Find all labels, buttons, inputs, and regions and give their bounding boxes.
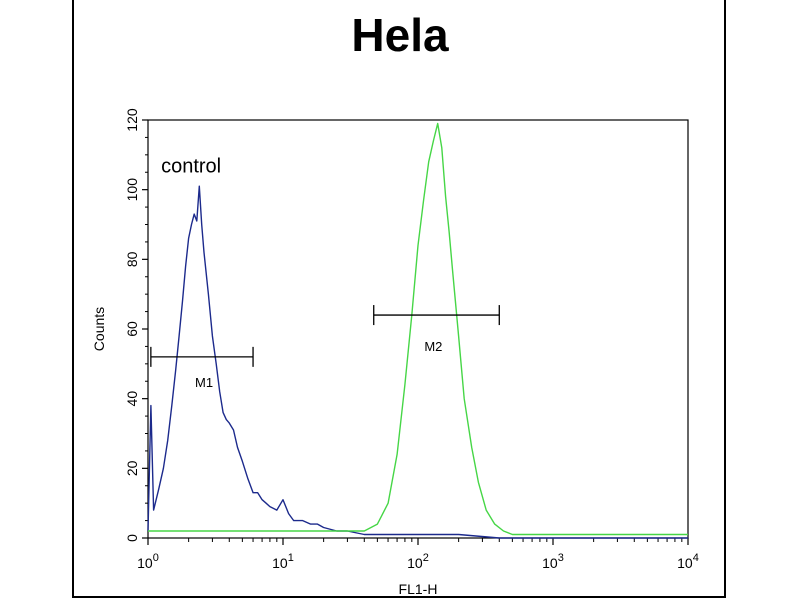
- x-tick-label: 102: [407, 552, 429, 571]
- y-tick-label: 0: [124, 534, 140, 542]
- x-tick-exponent: 1: [288, 552, 294, 564]
- series-line-1: [147, 185, 688, 539]
- y-tick-label: 60: [124, 321, 140, 337]
- m2-marker-label: M2: [424, 339, 442, 354]
- y-tick-label: 80: [124, 251, 140, 267]
- x-tick-label: 101: [272, 552, 294, 571]
- y-axis-label: Counts: [91, 307, 107, 351]
- x-tick-base: 10: [137, 555, 153, 571]
- series-layer: [147, 122, 688, 539]
- x-tick-exponent: 4: [693, 552, 699, 564]
- x-tick-exponent: 2: [423, 552, 429, 564]
- x-tick-exponent: 3: [558, 552, 564, 564]
- y-tick-label: 20: [124, 460, 140, 476]
- m1-marker-label: M1: [195, 375, 213, 390]
- series-line-2: [148, 122, 688, 536]
- x-tick-base: 10: [542, 555, 558, 571]
- x-axis-label: FL1-H: [399, 581, 438, 597]
- x-tick-label: 100: [137, 552, 159, 571]
- axis-ticks: [142, 119, 689, 545]
- marker-layer: M1 M2: [150, 305, 500, 390]
- y-tick-label: 100: [124, 178, 140, 202]
- figure-panel: [72, 0, 726, 598]
- x-tick-base: 10: [407, 555, 423, 571]
- x-tick-base: 10: [272, 555, 288, 571]
- x-tick-label: 103: [542, 552, 564, 571]
- chart-title: Hela: [351, 9, 449, 61]
- control-annotation: control: [161, 155, 221, 177]
- plot-frame: [147, 119, 689, 539]
- y-tick-label: 120: [124, 108, 140, 132]
- x-tick-label: 104: [677, 552, 699, 571]
- x-tick-base: 10: [677, 555, 693, 571]
- y-tick-label: 40: [124, 391, 140, 407]
- x-tick-exponent: 0: [153, 552, 159, 564]
